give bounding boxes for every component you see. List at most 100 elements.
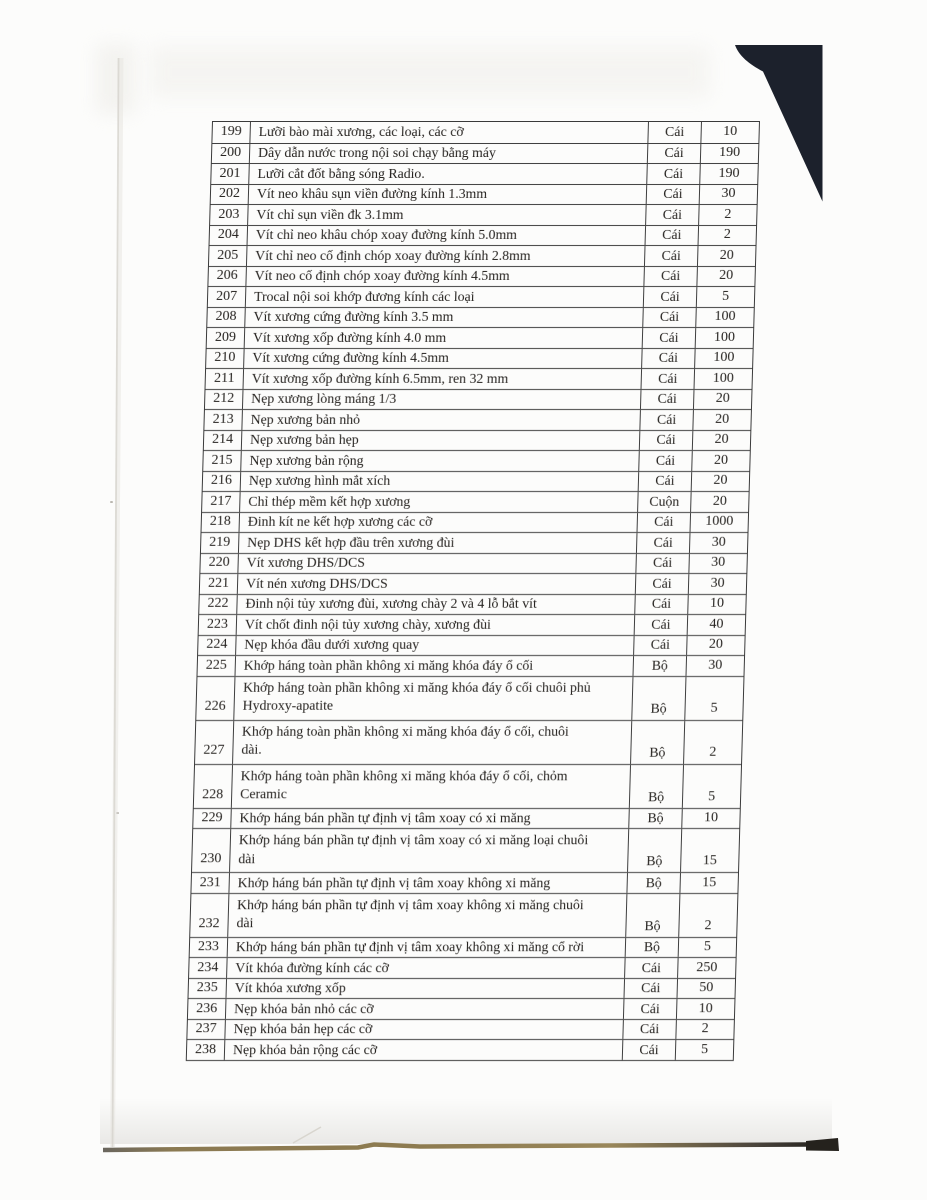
row-description: Nẹp khóa bản hẹp các cỡ — [225, 1019, 624, 1039]
bottom-edge-dark-wedge — [806, 1138, 839, 1151]
row-unit: Bộ — [628, 829, 683, 872]
row-description: Khớp háng bán phần tự định vị tâm xoay k… — [229, 873, 628, 893]
row-description: Vít xương xốp đường kính 6.5mm, ren 32 m… — [243, 369, 643, 389]
row-unit: Cái — [646, 184, 701, 204]
table-row: 217 Chỉ thép mềm kết hợp xương Cuộn 20 — [202, 491, 749, 512]
row-quantity: 5 — [703, 939, 712, 955]
row-number: 238 — [186, 1040, 226, 1060]
row-description: Nẹp xương bản nhỏ — [242, 410, 641, 430]
table-row: 231 Khớp háng bán phần tự định vị tâm xo… — [191, 872, 739, 893]
row-number: 224 — [198, 635, 237, 655]
row-quantity: 5 — [707, 788, 716, 804]
dust-speck — [367, 690, 370, 692]
row-unit: Cái — [645, 225, 700, 245]
table-row: 229 Khớp háng bán phần tự định vị tâm xo… — [193, 807, 740, 828]
row-unit: Cái — [635, 574, 690, 594]
row-description: Vít chỉ neo khâu chóp xoay đường kính 5.… — [247, 225, 647, 245]
row-description: Nẹp khóa bản rộng các cỡ — [224, 1040, 624, 1060]
row-number: 213 — [204, 410, 243, 430]
row-quantity: 100 — [714, 309, 736, 325]
row-unit: Cái — [642, 348, 696, 368]
table-row: 205 Vít chỉ neo cố định chóp xoay đường … — [208, 245, 756, 266]
row-number: 212 — [204, 389, 244, 409]
row-number: 226 — [196, 676, 236, 720]
table-row: 215 Nẹp xương bản rộng Cái 20 — [203, 450, 750, 471]
row-quantity: 30 — [708, 657, 723, 673]
row-number: 223 — [198, 615, 238, 635]
row-quantity: 20 — [719, 247, 734, 263]
table-row: 208 Vít xương cứng đường kính 3.5 mm Cái… — [207, 306, 754, 327]
row-description: Vít chỉ neo cố định chóp xoay đường kính… — [246, 246, 646, 266]
paper-crease — [292, 1126, 322, 1144]
row-number: 232 — [190, 893, 230, 937]
row-number: 220 — [200, 553, 239, 573]
table-row: 222 Đinh nội tủy xương đùi, xương chày 2… — [199, 593, 746, 614]
row-description: Vít chốt đinh nội tủy xương chày, xương … — [236, 615, 636, 635]
row-unit: Cái — [634, 635, 688, 655]
row-number: 203 — [210, 205, 249, 225]
row-quantity: 30 — [711, 534, 726, 550]
row-unit: Cái — [639, 430, 694, 450]
table-row: 234 Vít khóa đường kính các cỡ Cái 250 — [189, 957, 736, 978]
table-row: 218 Đinh kít ne kết hợp xương các cỡ Cái… — [201, 511, 749, 532]
table-row: 223 Vít chốt đinh nội tủy xương chày, xư… — [198, 614, 746, 635]
page-bottom-shadow — [100, 1098, 832, 1144]
table-row: 220 Vít xương DHS/DCS Cái 30 — [200, 552, 747, 573]
row-quantity: 15 — [702, 853, 718, 868]
row-quantity: 190 — [718, 165, 740, 181]
table-row: 225 Khớp háng toàn phần không xi măng kh… — [197, 655, 745, 676]
row-description: Khớp háng bán phần tự định vị tâm xoay c… — [231, 808, 630, 828]
table-row: 211 Vít xương xốp đường kính 6.5mm, ren … — [205, 368, 753, 389]
row-unit: Cái — [636, 533, 691, 553]
row-description: Lưỡi bào mài xương, các loại, các cỡ — [250, 122, 649, 143]
row-quantity: 15 — [702, 874, 717, 890]
row-number: 206 — [208, 266, 247, 286]
table-row: 210 Vít xương cứng đường kính 4.5mm Cái … — [206, 347, 753, 368]
row-number: 215 — [203, 451, 242, 471]
row-number: 200 — [211, 143, 251, 163]
row-unit: Cái — [644, 246, 699, 266]
table-row: 238 Nẹp khóa bản rộng các cỡ Cái 5 — [186, 1039, 734, 1060]
row-number: 230 — [192, 829, 232, 872]
table-row: 233 Khớp háng bán phần tự định vị tâm xo… — [189, 936, 737, 957]
table-row: 199 Lưỡi bào mài xương, các loại, các cỡ… — [212, 122, 759, 143]
row-unit: Bộ — [629, 808, 683, 828]
row-unit: Cái — [623, 1019, 677, 1039]
row-description: Khớp háng toàn phần không xi măng khóa đ… — [234, 676, 634, 720]
row-number: 237 — [187, 1019, 226, 1039]
row-unit: Cái — [624, 978, 679, 998]
row-unit: Cái — [625, 958, 679, 978]
row-description: Chỉ thép mềm kết hợp xương — [240, 492, 639, 512]
table-row: 226 Khớp háng toàn phần không xi măng kh… — [196, 675, 744, 720]
row-description: Lưỡi cắt đốt bằng sóng Radio. — [249, 164, 648, 184]
row-quantity: 20 — [714, 411, 730, 427]
row-quantity: 100 — [713, 350, 735, 366]
row-number: 225 — [197, 656, 237, 676]
row-number: 205 — [208, 246, 248, 266]
row-number: 216 — [202, 471, 242, 491]
row-number: 235 — [188, 978, 228, 998]
table-row: 201 Lưỡi cắt đốt bằng sóng Radio. Cái 19… — [211, 163, 758, 184]
row-quantity: 10 — [709, 596, 725, 612]
row-description: Nẹp xương bản hẹp — [241, 430, 641, 450]
row-quantity: 2 — [704, 917, 712, 933]
row-quantity: 50 — [699, 980, 714, 996]
row-number: 201 — [211, 164, 250, 184]
row-unit: Bộ — [629, 764, 685, 808]
row-unit: Bộ — [625, 937, 680, 957]
page-left-edge — [111, 57, 120, 1148]
row-quantity: 10 — [703, 810, 719, 826]
row-description: Nẹp khóa đầu dưới xương quay — [236, 635, 635, 655]
table-row: 202 Vít neo khâu sụn viền đường kính 1.3… — [210, 183, 758, 204]
row-number: 228 — [193, 764, 234, 808]
row-quantity: 20 — [718, 268, 734, 284]
row-unit: Cái — [635, 594, 689, 614]
table-row: 203 Vít chỉ sụn viền đk 3.1mm Cái 2 — [210, 204, 757, 225]
row-number: 227 — [195, 720, 235, 764]
row-number: 214 — [203, 430, 243, 450]
row-quantity: 1000 — [705, 514, 734, 530]
table-row: 200 Dây dẫn nước trong nội soi chạy bằng… — [211, 142, 759, 163]
row-unit: Cái — [638, 471, 693, 491]
